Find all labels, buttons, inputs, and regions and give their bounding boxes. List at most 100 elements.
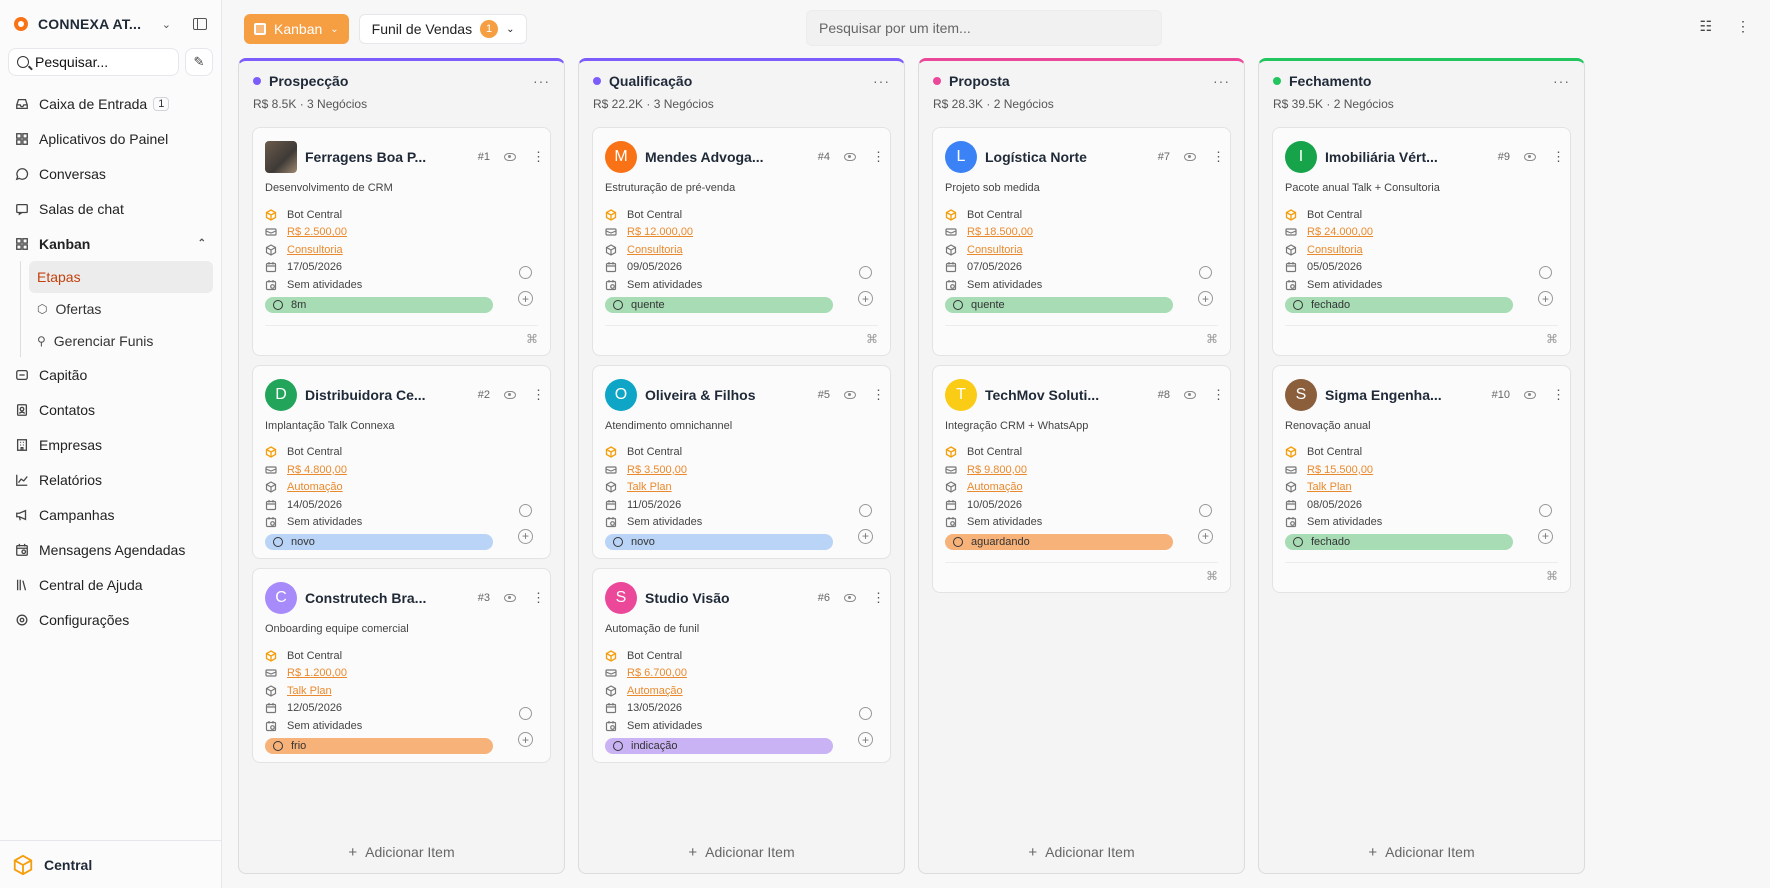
sidebar-item-central-de-ajuda[interactable]: Central de Ajuda (0, 567, 221, 602)
kanban-view-button[interactable]: Kanban ⌄ (244, 14, 349, 44)
more-vertical-icon[interactable]: ⋮ (1552, 149, 1565, 164)
whatsapp-icon[interactable] (859, 266, 872, 279)
card-name[interactable]: TechMov Soluti... (985, 386, 1100, 403)
add-circle-icon[interactable]: + (1538, 528, 1553, 544)
add-item-button[interactable]: + Adicionar Item (239, 844, 564, 861)
card-name[interactable]: Imobiliária Vért... (1325, 149, 1438, 165)
more-vertical-icon[interactable]: ⋮ (872, 386, 885, 402)
meta-offer-value[interactable]: Automação (627, 684, 683, 697)
add-circle-icon[interactable]: + (1538, 291, 1553, 306)
card-name[interactable]: Logística Norte (985, 149, 1087, 165)
sidebar-item-empresas[interactable]: Empresas (0, 427, 221, 462)
deal-card[interactable]: T TechMov Soluti... #8 ⋮ Integração CRM + Wh… (932, 364, 1231, 593)
meta-offer-value[interactable]: Consultoria (287, 243, 343, 256)
whatsapp-icon[interactable] (859, 503, 872, 517)
tags-icon[interactable]: ⌘ (1546, 331, 1558, 346)
more-horizontal-icon[interactable]: ··· (873, 73, 890, 89)
more-horizontal-icon[interactable]: ··· (1213, 73, 1230, 89)
card-name[interactable]: Studio Visão (645, 590, 730, 606)
meta-value-value[interactable]: R$ 6.700,00 (627, 667, 687, 680)
whatsapp-icon[interactable] (519, 503, 532, 517)
sidebar-item-salas-de-chat[interactable]: Salas de chat (0, 191, 221, 226)
deal-card[interactable]: D Distribuidora Ce... #2 ⋮ Implantação Talk … (252, 364, 551, 559)
whatsapp-icon[interactable] (1539, 266, 1552, 279)
meta-offer-value[interactable]: Consultoria (627, 243, 683, 256)
card-name[interactable]: Oliveira & Filhos (645, 386, 756, 403)
meta-value-value[interactable]: R$ 15.500,00 (1307, 463, 1374, 476)
subnav-item-0[interactable]: Etapas (29, 261, 213, 293)
subnav-item-1[interactable]: ⬡ Ofertas (29, 293, 213, 325)
meta-offer-value[interactable]: Talk Plan (627, 481, 672, 494)
add-item-button[interactable]: + Adicionar Item (579, 844, 904, 861)
chevron-down-icon[interactable]: ⌄ (161, 18, 171, 31)
eye-icon[interactable] (1184, 153, 1196, 161)
eye-icon[interactable] (844, 390, 856, 399)
deal-card[interactable]: S Studio Visão #6 ⋮ Automação de funil Bot Ce… (592, 568, 891, 763)
eye-icon[interactable] (1524, 153, 1536, 161)
sidebar-footer[interactable]: Central (0, 840, 221, 888)
meta-offer-value[interactable]: Automação (967, 481, 1023, 494)
meta-value-value[interactable]: R$ 4.800,00 (287, 463, 347, 476)
list-view-icon[interactable]: ☷ (1699, 18, 1712, 34)
tags-icon[interactable]: ⌘ (1546, 569, 1558, 583)
add-circle-icon[interactable]: + (858, 732, 873, 747)
eye-icon[interactable] (1184, 390, 1196, 399)
tags-icon[interactable]: ⌘ (526, 331, 538, 346)
meta-value-value[interactable]: R$ 24.000,00 (1307, 226, 1374, 239)
deal-card[interactable]: M Mendes Advoga... #4 ⋮ Estruturação de pré-… (592, 127, 891, 356)
chevron-up-icon[interactable]: ⌃ (197, 238, 206, 249)
more-horizontal-icon[interactable]: ··· (1553, 73, 1570, 89)
add-circle-icon[interactable]: + (518, 528, 533, 544)
card-name[interactable]: Sigma Engenha... (1325, 386, 1442, 403)
sidebar-item-configuracoes[interactable]: Configurações (0, 602, 221, 637)
whatsapp-icon[interactable] (1199, 266, 1212, 279)
meta-offer-value[interactable]: Automação (287, 481, 343, 494)
compose-button[interactable]: ✎ (185, 48, 213, 76)
more-horizontal-icon[interactable]: ··· (533, 73, 550, 89)
sidebar-item-contatos[interactable]: Contatos (0, 392, 221, 427)
deal-card[interactable]: Ferragens Boa P... #1 ⋮ Desenvolvimento de … (252, 127, 551, 356)
more-options-icon[interactable]: ⋮ (1736, 18, 1750, 34)
brand-header[interactable]: CONNEXA AT... ⌄ (0, 0, 221, 48)
sidebar-item-caixa-de-entrada[interactable]: Caixa de Entrada 1 (0, 86, 221, 121)
sidebar-item-relatorios[interactable]: Relatórios (0, 462, 221, 497)
eye-icon[interactable] (504, 153, 516, 161)
sidebar-item-campanhas[interactable]: Campanhas (0, 497, 221, 532)
card-name[interactable]: Mendes Advoga... (645, 149, 764, 165)
add-circle-icon[interactable]: + (1198, 291, 1213, 306)
eye-icon[interactable] (504, 594, 516, 602)
meta-offer-value[interactable]: Consultoria (967, 243, 1023, 256)
board-search-input[interactable]: Pesquisar por um item... (806, 10, 1162, 46)
add-circle-icon[interactable]: + (858, 528, 873, 544)
sidebar-item-aplicativos-do-painel[interactable]: Aplicativos do Painel (0, 121, 221, 156)
add-circle-icon[interactable]: + (1198, 528, 1213, 544)
meta-offer-value[interactable]: Talk Plan (287, 684, 332, 697)
sidebar-toggle-icon[interactable] (193, 18, 207, 30)
meta-value-value[interactable]: R$ 3.500,00 (627, 463, 687, 476)
tags-icon[interactable]: ⌘ (1206, 569, 1218, 583)
sidebar-item-conversas[interactable]: Conversas (0, 156, 221, 191)
subnav-item-2[interactable]: ⚲ Gerenciar Funis (29, 325, 213, 357)
card-name[interactable]: Distribuidora Ce... (305, 386, 426, 403)
meta-offer-value[interactable]: Consultoria (1307, 243, 1363, 256)
tags-icon[interactable]: ⌘ (866, 331, 878, 346)
sidebar-search-input[interactable]: Pesquisar... (8, 48, 179, 76)
more-vertical-icon[interactable]: ⋮ (532, 149, 545, 164)
meta-value-value[interactable]: R$ 18.500,00 (967, 226, 1034, 239)
tags-icon[interactable]: ⌘ (1206, 331, 1218, 346)
add-item-button[interactable]: + Adicionar Item (919, 844, 1244, 861)
card-name[interactable]: Ferragens Boa P... (305, 149, 427, 165)
whatsapp-icon[interactable] (1539, 503, 1552, 517)
whatsapp-icon[interactable] (519, 707, 532, 720)
deal-card[interactable]: I Imobiliária Vért... #9 ⋮ Pacote anual Talk… (1272, 127, 1571, 356)
sidebar-item-mensagens-agendadas[interactable]: Mensagens Agendadas (0, 532, 221, 567)
eye-icon[interactable] (844, 594, 856, 602)
eye-icon[interactable] (504, 390, 516, 399)
whatsapp-icon[interactable] (1199, 503, 1212, 517)
deal-card[interactable]: S Sigma Engenha... #10 ⋮ Renovação anual Bot … (1272, 364, 1571, 593)
more-vertical-icon[interactable]: ⋮ (1552, 386, 1565, 402)
whatsapp-icon[interactable] (859, 707, 872, 720)
meta-value-value[interactable]: R$ 9.800,00 (967, 463, 1027, 476)
more-vertical-icon[interactable]: ⋮ (1212, 386, 1225, 402)
sidebar-item-kanban[interactable]: Kanban ⌃ (0, 226, 221, 261)
